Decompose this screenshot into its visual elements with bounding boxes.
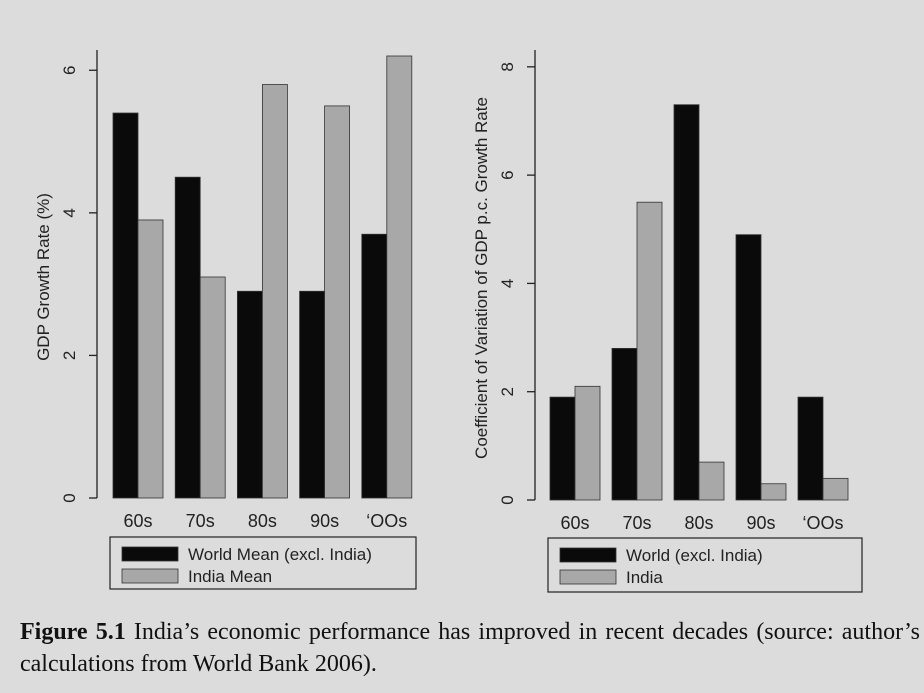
x-tick-label: ‘OOs bbox=[366, 511, 407, 531]
x-tick-label: 60s bbox=[123, 511, 152, 531]
x-tick-label: 70s bbox=[186, 511, 215, 531]
bar-india-70s bbox=[636, 201, 663, 501]
y-tick-label: 0 bbox=[498, 495, 517, 504]
bar-world-90s bbox=[299, 290, 326, 499]
x-tick-label: 90s bbox=[746, 513, 775, 533]
bar-india-90s bbox=[760, 483, 787, 501]
y-tick-label: 8 bbox=[498, 62, 517, 71]
bar-india-OOs bbox=[386, 55, 413, 499]
legend-swatch-world bbox=[121, 546, 179, 562]
legend-swatch-india bbox=[121, 568, 179, 584]
chart-right-coefficient-of-variation: 0 2 4 6 8 Coefficient of Variation of GDP p.c… bbox=[472, 50, 863, 593]
bar-india-80s bbox=[698, 461, 725, 501]
figure-caption-label: Figure 5.1 bbox=[20, 619, 126, 645]
bar-india-90s bbox=[324, 105, 351, 499]
y-tick-label: 4 bbox=[60, 208, 79, 217]
x-tick-label: 80s bbox=[684, 513, 713, 533]
bar-world-OOs bbox=[361, 233, 388, 499]
figure-caption-text: India’s economic performance has improve… bbox=[20, 619, 920, 677]
y-tick-label: 2 bbox=[498, 387, 517, 396]
figure-caption: Figure 5.1 India’s economic performance … bbox=[20, 616, 920, 680]
legend-swatch-world bbox=[559, 547, 617, 563]
bar-world-90s bbox=[735, 234, 762, 501]
x-tick-label: 90s bbox=[310, 511, 339, 531]
x-tick-label: 60s bbox=[560, 513, 589, 533]
y-tick-label: 2 bbox=[60, 351, 79, 360]
y-axis-title: GDP Growth Rate (%) bbox=[34, 193, 53, 361]
legend-box bbox=[547, 537, 863, 593]
bar-world-70s bbox=[611, 347, 638, 501]
bar-india-60s bbox=[137, 219, 164, 499]
x-tick-label: 70s bbox=[622, 513, 651, 533]
bar-india-OOs bbox=[822, 477, 849, 501]
legend-label-world: World Mean (excl. India) bbox=[188, 545, 372, 564]
bar-india-60s bbox=[574, 385, 601, 501]
legend-label-india: India bbox=[626, 568, 663, 587]
legend-label-india: India Mean bbox=[188, 567, 272, 586]
y-tick-label: 4 bbox=[498, 279, 517, 288]
bar-world-60s bbox=[549, 396, 576, 501]
legend-swatch-india bbox=[559, 569, 617, 585]
chart-left-gdp-growth: 0 2 4 6 GDP Growth Rate (%) 60s 70s 80s 90s ‘OOs W… bbox=[34, 50, 417, 590]
legend-box bbox=[109, 536, 417, 590]
bar-india-70s bbox=[199, 276, 226, 499]
y-tick-label: 6 bbox=[60, 66, 79, 75]
bar-world-60s bbox=[112, 112, 139, 499]
x-tick-label: 80s bbox=[248, 511, 277, 531]
bar-world-70s bbox=[174, 176, 201, 499]
y-tick-label: 6 bbox=[498, 170, 517, 179]
y-tick-label: 0 bbox=[60, 493, 79, 502]
bar-india-80s bbox=[261, 84, 288, 499]
x-tick-label: ‘OOs bbox=[802, 513, 843, 533]
bar-world-80s bbox=[673, 104, 700, 501]
bar-world-OOs bbox=[797, 396, 824, 501]
bar-world-80s bbox=[236, 290, 263, 499]
legend-label-world: World (excl. India) bbox=[626, 546, 763, 565]
y-axis-title: Coefficient of Variation of GDP p.c. Gro… bbox=[472, 97, 491, 459]
